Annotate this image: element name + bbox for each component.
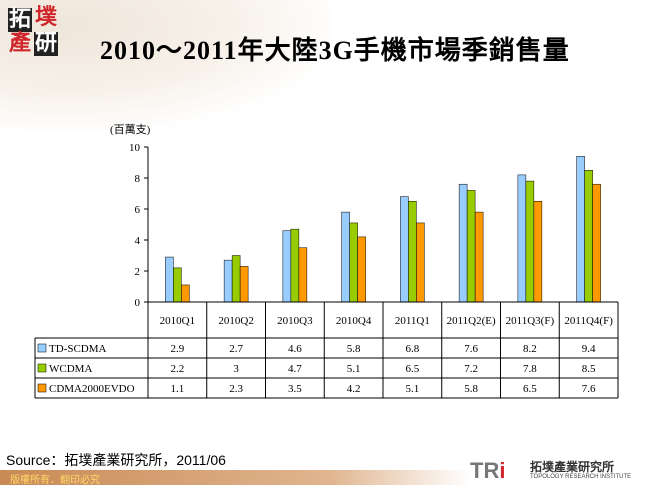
y-tick-label: 6 (135, 204, 141, 216)
bar (290, 228, 300, 303)
data-value: 3 (233, 363, 239, 375)
y-tick-label: 10 (129, 142, 141, 154)
brand-english: TOPOLOGY RESEARCH INSTITUTE (530, 474, 632, 480)
y-tick-label: 0 (135, 297, 141, 309)
tri-logo: TRi (470, 458, 506, 483)
data-value: 8.2 (523, 343, 537, 355)
data-value: 5.8 (464, 383, 478, 395)
footer-bar (0, 470, 470, 485)
bar (349, 222, 358, 303)
bar (408, 201, 417, 303)
category-label: 2011Q4(F) (564, 315, 613, 327)
bar (533, 201, 543, 303)
logo: 拓 墣 產 研 (8, 6, 60, 58)
data-value: 4.2 (347, 383, 361, 395)
data-value: 9.4 (582, 343, 596, 355)
bar (341, 211, 350, 303)
bar (474, 211, 484, 303)
brand-name: 拓墣產業研究所 (530, 460, 615, 474)
category-label: 2010Q1 (160, 315, 195, 327)
legend-label: TD-SCDMA (49, 343, 107, 355)
bar (416, 222, 425, 303)
copyright: 版權所有．翻印必究 (10, 475, 100, 486)
y-axis-label: (百萬支) (110, 123, 151, 136)
category-label: 2011Q2(E) (447, 315, 496, 327)
data-value: 7.6 (582, 383, 596, 395)
data-value: 7.8 (523, 363, 537, 375)
data-value: 7.2 (464, 363, 478, 375)
data-value: 2.3 (229, 383, 243, 395)
data-value: 4.6 (288, 343, 302, 355)
legend-swatch (37, 343, 47, 353)
page-title: 2010～2011年大陸3G手機市場季銷售量 (100, 36, 570, 65)
data-value: 4.7 (288, 363, 302, 375)
data-value: 6.8 (406, 343, 420, 355)
bar (525, 180, 535, 303)
bar (517, 174, 527, 303)
category-label: 2010Q2 (218, 315, 253, 327)
bar (576, 156, 585, 303)
data-value: 6.5 (406, 363, 420, 375)
logo-char: 拓 (8, 7, 32, 32)
data-value: 6.5 (523, 383, 537, 395)
bar (223, 259, 233, 303)
legend-swatch (37, 363, 47, 373)
bar (231, 255, 241, 303)
data-value: 2.9 (171, 343, 185, 355)
legend-swatch (37, 383, 47, 393)
bar (400, 196, 409, 303)
bar (181, 284, 190, 303)
category-label: 2010Q3 (277, 315, 313, 327)
category-label: 2011Q3(F) (506, 315, 555, 327)
data-value: 1.1 (171, 383, 185, 395)
data-value: 3.5 (288, 383, 302, 395)
data-value: 5.1 (347, 363, 361, 375)
category-label: 2011Q1 (395, 315, 430, 327)
legend-label: CDMA2000EVDO (49, 383, 135, 395)
data-value: 8.5 (582, 363, 596, 375)
y-tick-label: 4 (135, 235, 141, 247)
logo-char: 產 (8, 31, 31, 56)
y-tick-label: 8 (135, 173, 141, 185)
background-map (0, 0, 330, 130)
bar (165, 256, 174, 303)
bar (239, 266, 249, 303)
logo-char: 墣 (34, 5, 57, 30)
bar (466, 190, 476, 303)
y-tick-label: 2 (135, 266, 141, 278)
logo-char: 研 (34, 31, 58, 56)
bar (282, 230, 292, 303)
bar (298, 247, 308, 303)
bar (173, 267, 182, 303)
bar (357, 236, 366, 303)
bar (584, 170, 593, 303)
data-value: 2.2 (171, 363, 185, 375)
bar (592, 183, 601, 303)
bar (458, 183, 468, 303)
source-note: Source：拓墣產業研究所，2011/06 (6, 452, 226, 468)
data-value: 5.8 (347, 343, 361, 355)
legend-label: WCDMA (49, 363, 92, 375)
data-value: 5.1 (406, 383, 420, 395)
category-label: 2010Q4 (336, 315, 372, 327)
data-value: 2.7 (229, 343, 243, 355)
data-value: 7.6 (464, 343, 478, 355)
